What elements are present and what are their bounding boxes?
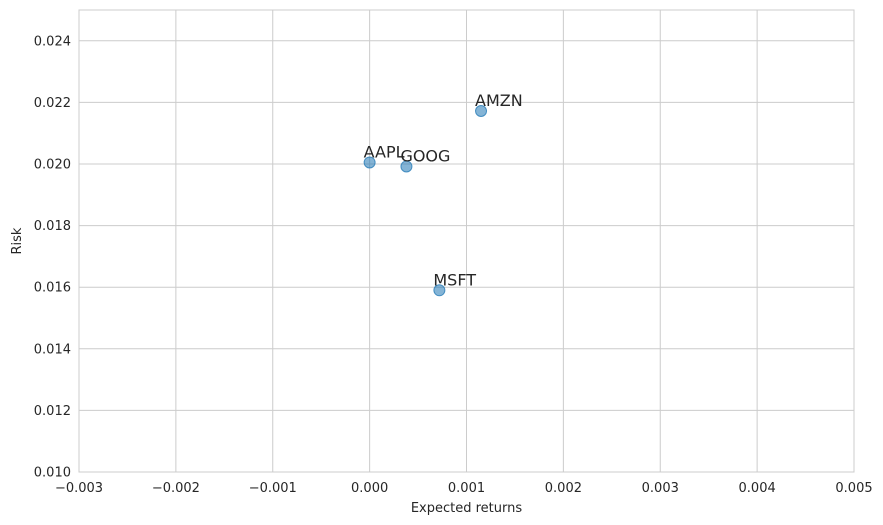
x-axis-ticks: −0.003 −0.002 −0.001 0.000 0.001 0.002 0.003 0.… — [55, 481, 873, 496]
point-label: MSFT — [433, 270, 476, 289]
x-tick-label: 0.002 — [545, 481, 582, 496]
y-tick-label: 0.018 — [34, 219, 71, 234]
point-label: GOOG — [400, 146, 450, 165]
x-tick-label: −0.002 — [152, 481, 200, 496]
y-axis-ticks: 0.010 0.012 0.014 0.016 0.018 0.020 0.022 0.024 — [34, 34, 71, 480]
y-tick-label: 0.022 — [34, 96, 71, 111]
plot-area-border — [78, 9, 855, 473]
data-points — [363, 105, 488, 297]
y-tick-label: 0.020 — [34, 158, 71, 173]
scatter-point — [363, 156, 376, 169]
x-tick-label: 0.004 — [739, 481, 776, 496]
scatter-point — [475, 105, 488, 118]
y-tick-label: 0.012 — [34, 404, 71, 419]
x-tick-label: −0.001 — [249, 481, 297, 496]
y-tick-label: 0.014 — [34, 342, 71, 357]
x-axis-title: Expected returns — [411, 501, 523, 516]
y-tick-label: 0.016 — [34, 281, 71, 296]
point-label: AMZN — [475, 91, 523, 110]
y-tick-label: 0.024 — [34, 34, 71, 49]
x-tick-label: −0.003 — [55, 481, 103, 496]
scatter-point — [433, 284, 446, 297]
grid — [78, 10, 855, 473]
x-tick-label: 0.000 — [351, 481, 388, 496]
x-tick-label: 0.001 — [448, 481, 485, 496]
y-tick-label: 0.010 — [34, 466, 71, 481]
scatter-point — [400, 160, 413, 173]
point-label: AAPL — [364, 142, 405, 161]
x-tick-label: 0.005 — [835, 481, 872, 496]
y-axis-title: Risk — [10, 227, 25, 254]
x-tick-label: 0.003 — [642, 481, 679, 496]
